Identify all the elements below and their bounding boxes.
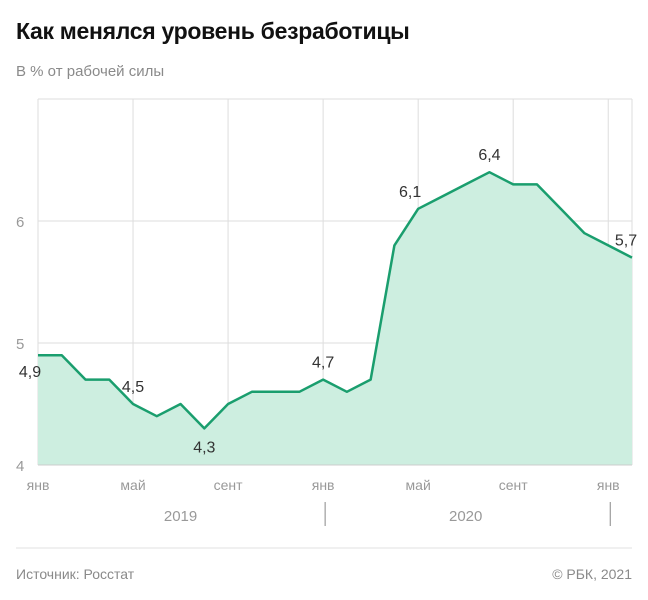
data-label: 4,5 — [122, 379, 144, 396]
year-label: 2020 — [449, 508, 482, 525]
x-tick-label: май — [406, 477, 431, 493]
y-tick-label: 5 — [16, 336, 24, 353]
x-tick-label: янв — [27, 477, 50, 493]
copyright: © РБК, 2021 — [552, 566, 632, 582]
year-label: 2019 — [164, 508, 197, 525]
data-label: 4,9 — [19, 364, 41, 381]
x-tick-label: май — [120, 477, 145, 493]
area-fill — [38, 172, 632, 465]
data-label: 5,7 — [615, 233, 637, 250]
source-note: Источник: Росстат — [16, 566, 135, 582]
chart-title: Как менялся уровень безработицы — [16, 18, 410, 44]
data-label: 4,3 — [193, 439, 215, 456]
y-tick-label: 4 — [16, 458, 24, 475]
y-tick-label: 6 — [16, 214, 24, 231]
data-label: 6,1 — [399, 184, 421, 201]
data-label: 6,4 — [478, 147, 500, 164]
series-line — [38, 170, 633, 430]
x-tick-label: сент — [499, 477, 529, 493]
chart-subtitle: В % от рабочей силы — [16, 63, 165, 80]
x-tick-label: янв — [597, 477, 620, 493]
x-tick-label: янв — [312, 477, 335, 493]
data-label: 4,7 — [312, 355, 334, 372]
x-tick-label: сент — [214, 477, 244, 493]
